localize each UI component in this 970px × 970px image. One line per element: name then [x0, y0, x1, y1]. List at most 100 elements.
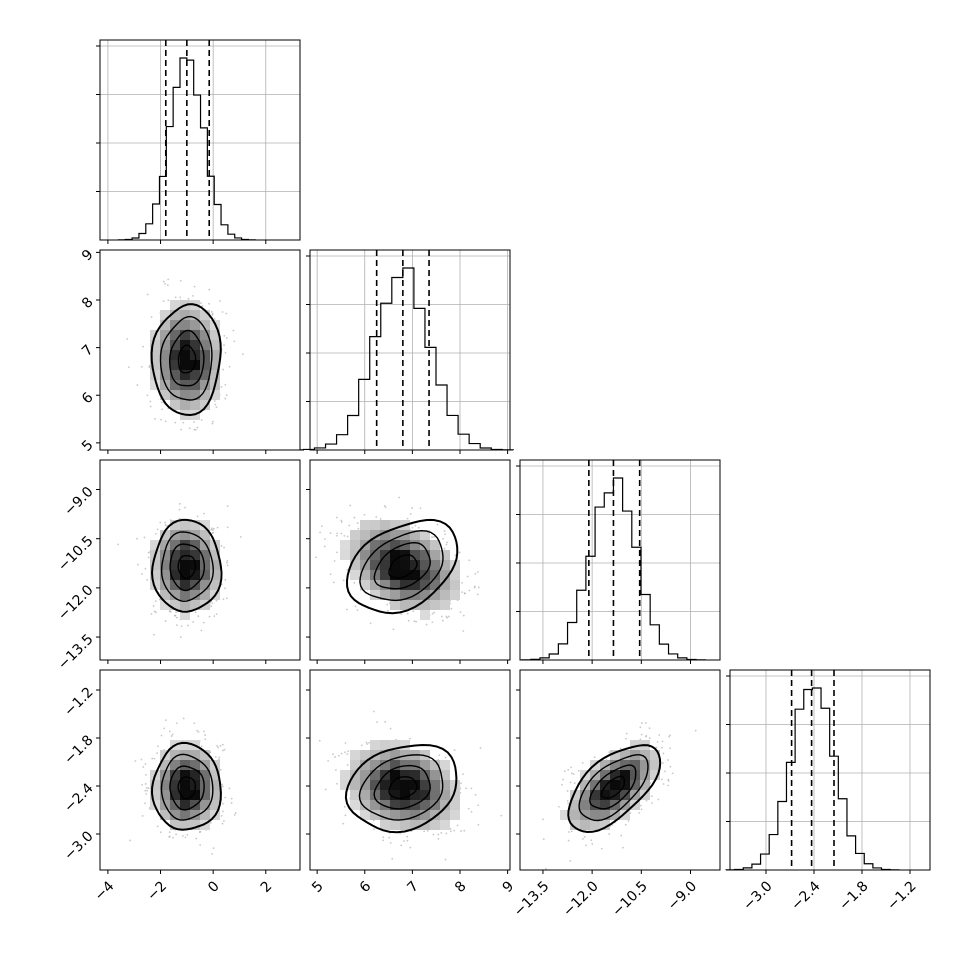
scatter-point [650, 795, 653, 798]
density-cell [640, 750, 650, 760]
density-cell [410, 570, 420, 580]
scatter-point [624, 823, 627, 826]
scatter-point [446, 616, 449, 619]
contour-line [169, 543, 206, 592]
panel-frame [729, 669, 931, 871]
density-cell [210, 370, 220, 380]
density-cell [160, 310, 170, 320]
scatter-point [348, 524, 351, 527]
scatter-point [219, 300, 221, 302]
x-tick-label: −2 [144, 878, 170, 904]
scatter-point [214, 755, 217, 758]
density-cell [570, 810, 580, 820]
scatter-point [213, 400, 216, 402]
density-cell [200, 750, 210, 760]
density-cell [370, 530, 380, 540]
density-cell [170, 350, 180, 360]
scatter-point [585, 844, 587, 847]
density-cell [360, 790, 370, 800]
scatter-point [458, 551, 461, 554]
scatter-point [590, 839, 593, 842]
scatter-point [426, 829, 429, 832]
scatter-point [141, 572, 143, 575]
scatter-point [336, 532, 339, 535]
density-cell [160, 340, 170, 350]
density-cell [200, 570, 210, 580]
scatter-point [360, 744, 363, 747]
density-cell [160, 600, 170, 610]
scatter-point [320, 525, 323, 528]
density-cell [360, 780, 370, 790]
contour-line [177, 344, 197, 374]
scatter-point [344, 742, 347, 744]
scatter-point [346, 535, 349, 538]
panel-frame [99, 669, 301, 871]
scatter-point [651, 802, 653, 804]
scatter-point [406, 839, 409, 842]
scatter-point [419, 507, 422, 510]
scatter-point [444, 756, 447, 759]
scatter-point [164, 420, 167, 423]
scatter-point [193, 428, 196, 431]
density-cell [200, 560, 210, 570]
scatter-point [192, 621, 195, 623]
scatter-point [477, 823, 480, 826]
density-cell [170, 370, 180, 380]
panel-frame [309, 669, 511, 871]
scatter-point [583, 835, 586, 838]
contour-line [150, 303, 222, 417]
density-cell [150, 790, 160, 800]
scatter-panel-r3-c0 [99, 669, 301, 871]
scatter-point [155, 611, 157, 614]
scatter-point [459, 611, 462, 614]
density-cell [410, 810, 420, 820]
scatter-point [353, 516, 356, 519]
scatter-point [193, 421, 195, 423]
scatter-point [178, 502, 181, 505]
scatter-point [215, 613, 218, 616]
density-cell [150, 780, 160, 790]
scatter-point [203, 512, 205, 515]
density-cell [160, 590, 170, 600]
density-cell [180, 740, 190, 750]
scatter-point [210, 605, 213, 608]
density-cell [340, 770, 350, 780]
density-cell [430, 810, 440, 820]
scatter-point [174, 614, 177, 617]
scatter-point [625, 732, 628, 735]
density-cell [410, 770, 420, 780]
contour-line [589, 764, 637, 810]
density-cell [600, 800, 610, 810]
panel-frame [99, 249, 301, 451]
scatter-point [224, 796, 227, 799]
scatter-point [366, 743, 369, 745]
scatter-point [640, 808, 643, 811]
density-cell [170, 580, 180, 590]
scatter-point [160, 734, 163, 737]
density-cell [600, 790, 610, 800]
density-cell [170, 770, 180, 780]
density-cell [360, 810, 370, 820]
density-cell [420, 590, 430, 600]
scatter-point [669, 747, 671, 750]
density-cell [430, 540, 440, 550]
scatter-point [217, 746, 220, 749]
scatter-point [223, 546, 225, 549]
density-cell [620, 810, 630, 820]
density-cell [370, 760, 380, 770]
density-cell [370, 770, 380, 780]
density-cell [440, 570, 450, 580]
scatter-point [388, 836, 391, 839]
density-cell [210, 350, 220, 360]
scatter-point [346, 753, 349, 755]
density-cell [200, 320, 210, 330]
density-cell [170, 790, 180, 800]
density-cell [430, 560, 440, 570]
scatter-point [465, 787, 468, 790]
density-cell [170, 340, 180, 350]
density-cell [580, 790, 590, 800]
scatter-point [437, 833, 440, 836]
y-tick-label: −12.0 [55, 582, 97, 624]
density-cell [590, 790, 600, 800]
density-cell [200, 520, 210, 530]
